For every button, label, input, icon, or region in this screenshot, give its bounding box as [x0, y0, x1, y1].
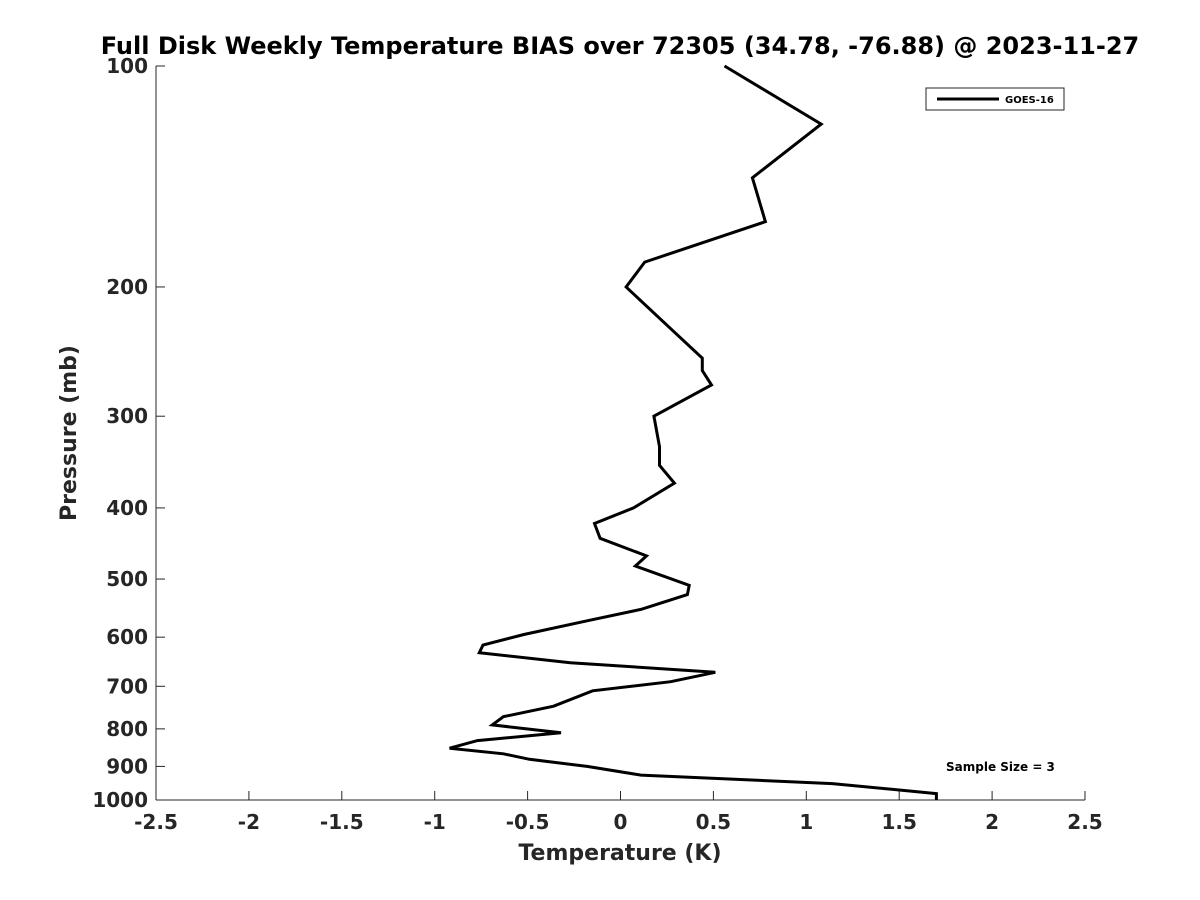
x-tick-label: -2.5 — [134, 810, 178, 834]
x-tick-label: -1 — [424, 810, 446, 834]
x-tick-label: 1 — [799, 810, 813, 834]
y-tick-label: 700 — [106, 674, 148, 698]
y-tick-label: 300 — [106, 404, 148, 428]
y-tick-label: 500 — [106, 567, 148, 591]
y-tick-label: 400 — [106, 496, 148, 520]
chart-title: Full Disk Weekly Temperature BIAS over 7… — [101, 32, 1140, 60]
x-axis-label: Temperature (K) — [518, 841, 721, 866]
y-axis-ticks: 100 200 300 400 500 600 700 800 900 1000 — [92, 54, 165, 812]
x-axis-ticks: -2.5 -2 -1.5 -1 -0.5 0 0.5 1 1.5 2 2.5 — [134, 791, 1103, 834]
x-tick-label: -2 — [238, 810, 260, 834]
y-tick-label: 1000 — [92, 788, 148, 812]
x-tick-label: 0 — [614, 810, 628, 834]
x-tick-label: -1.5 — [320, 810, 364, 834]
x-tick-label: -0.5 — [506, 810, 550, 834]
y-tick-label: 200 — [106, 275, 148, 299]
x-tick-label: 0.5 — [696, 810, 731, 834]
y-tick-label: 800 — [106, 717, 148, 741]
y-tick-label: 600 — [106, 625, 148, 649]
sample-size-annotation: Sample Size = 3 — [946, 760, 1055, 774]
y-axis-label: Pressure (mb) — [57, 345, 82, 521]
legend: GOES-16 — [925, 87, 1065, 111]
x-tick-label: 2.5 — [1067, 810, 1102, 834]
series-line-goes-16 — [449, 64, 938, 800]
y-tick-label: 900 — [106, 754, 148, 778]
plot-area — [449, 64, 938, 800]
x-tick-label: 1.5 — [881, 810, 916, 834]
legend-label-goes-16: GOES-16 — [1005, 95, 1054, 106]
x-tick-label: 2 — [985, 810, 999, 834]
y-tick-label: 100 — [106, 54, 148, 78]
